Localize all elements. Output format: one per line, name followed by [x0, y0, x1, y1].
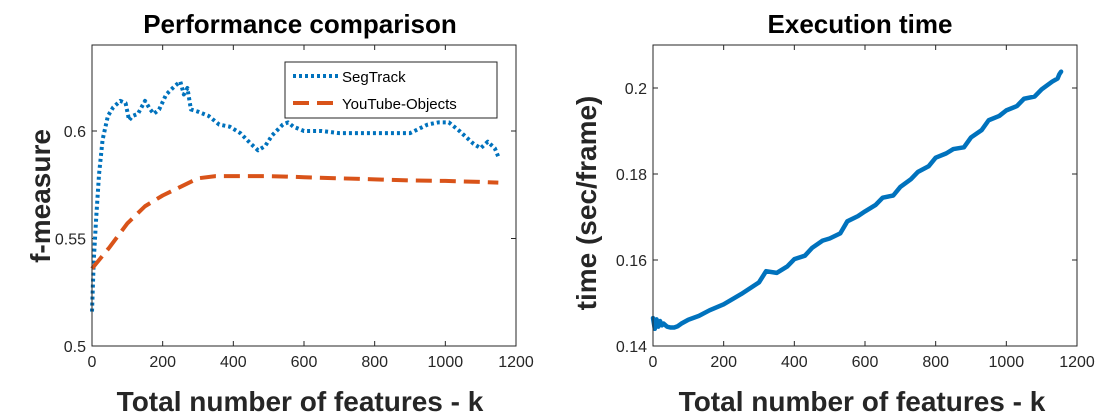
x-tick-label: 200	[710, 354, 737, 371]
y-tick-label: 0.16	[616, 253, 647, 270]
performance-chart: Performance comparison Total number of f…	[25, 9, 534, 417]
x-axis-label: Total number of features - k	[679, 386, 1046, 417]
x-tick-label: 400	[781, 354, 808, 371]
x-tick-label: 800	[922, 354, 949, 371]
execution-time-chart: Execution time Total number of features …	[571, 9, 1095, 417]
legend-label-segtrack: SegTrack	[342, 69, 406, 86]
x-tick-label: 1200	[1059, 354, 1095, 371]
y-axis-label: time (sec/frame)	[571, 96, 602, 311]
x-tick-label: 400	[220, 354, 247, 371]
y-tick-label: 0.55	[55, 232, 86, 249]
legend-label-youtube-objects: YouTube-Objects	[342, 96, 457, 113]
x-tick-label: 600	[291, 354, 318, 371]
x-tick-label: 0	[649, 354, 658, 371]
series-line-time	[650, 69, 1064, 332]
y-axis-label: f-measure	[25, 129, 56, 263]
x-tick-label: 200	[149, 354, 176, 371]
x-tick-label: 800	[361, 354, 388, 371]
plot-area	[653, 45, 1077, 346]
x-tick-label: 1000	[989, 354, 1025, 371]
x-tick-label: 1200	[498, 354, 534, 371]
legend-box	[284, 61, 498, 119]
y-tick-label: 0.2	[625, 81, 647, 98]
axes-box	[652, 44, 1078, 347]
legend: SegTrack YouTube-Objects	[284, 61, 498, 119]
series-line-segtrack	[90, 79, 501, 312]
y-tick-label: 0.18	[616, 167, 647, 184]
y-tick-label: 0.6	[64, 124, 86, 141]
x-axis-label: Total number of features - k	[117, 386, 484, 417]
x-tick-label: 1000	[428, 354, 464, 371]
axes-box	[91, 44, 517, 347]
x-tick-label: 600	[852, 354, 879, 371]
x-tick-label: 0	[88, 354, 97, 371]
y-tick-label: 0.14	[616, 339, 647, 356]
series-line-youtube-objects	[90, 174, 499, 270]
chart-title: Performance comparison	[143, 9, 457, 39]
chart-title: Execution time	[768, 9, 953, 39]
y-tick-label: 0.5	[64, 339, 86, 356]
